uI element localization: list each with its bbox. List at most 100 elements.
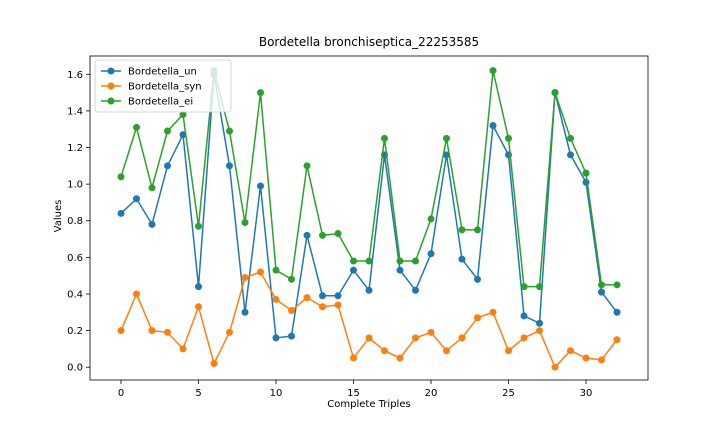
data-point xyxy=(396,257,404,265)
data-point xyxy=(226,328,233,336)
data-point xyxy=(133,290,140,298)
data-point xyxy=(288,332,295,340)
data-point xyxy=(598,281,605,289)
data-point xyxy=(505,134,512,142)
data-point xyxy=(443,134,450,142)
series-Bordetella_ei xyxy=(117,67,621,291)
data-point xyxy=(288,306,295,314)
data-point xyxy=(272,334,280,342)
data-point xyxy=(117,209,125,217)
data-point xyxy=(582,169,590,177)
data-point xyxy=(272,295,280,303)
data-point xyxy=(148,184,156,192)
data-point xyxy=(350,354,357,362)
data-point xyxy=(257,268,264,276)
x-tick-label: 5 xyxy=(195,388,201,399)
legend: Bordetella_un Bordetella_syn Bordetella_ei xyxy=(94,59,232,113)
data-point xyxy=(381,134,388,142)
data-point xyxy=(427,250,435,258)
data-point xyxy=(598,356,605,364)
data-point xyxy=(241,308,249,316)
series-layer xyxy=(117,67,621,371)
legend-box xyxy=(94,59,232,113)
data-point xyxy=(613,281,621,289)
x-tick-label: 0 xyxy=(118,388,124,399)
data-point xyxy=(489,67,497,75)
data-point xyxy=(319,231,326,239)
data-point xyxy=(489,308,497,316)
data-point xyxy=(334,230,342,238)
data-point xyxy=(272,266,280,274)
data-point xyxy=(536,283,543,291)
data-point xyxy=(117,173,125,181)
data-point xyxy=(334,292,342,300)
data-point xyxy=(117,327,125,335)
data-point xyxy=(396,354,404,362)
data-point xyxy=(505,347,512,355)
data-point xyxy=(520,334,528,342)
y-tick-label: 1.6 xyxy=(67,70,83,81)
data-point xyxy=(257,182,264,190)
data-point xyxy=(350,257,357,265)
data-point xyxy=(303,294,311,302)
data-point xyxy=(613,308,621,316)
data-point xyxy=(164,127,171,135)
legend-label: Bordetella_ei xyxy=(128,97,193,108)
data-point xyxy=(458,226,466,234)
data-point xyxy=(365,257,373,265)
data-point xyxy=(288,275,295,283)
chart-title: Bordetella bronchiseptica_22253585 xyxy=(259,35,479,49)
data-point xyxy=(474,226,481,234)
data-point xyxy=(567,151,574,159)
y-tick-label: 0.4 xyxy=(67,289,83,300)
data-point xyxy=(365,334,373,342)
plot-frame xyxy=(89,55,649,381)
x-tick-label: 10 xyxy=(270,388,283,399)
data-point xyxy=(536,327,543,335)
y-tick-label: 0.6 xyxy=(67,253,83,264)
data-point xyxy=(226,127,233,135)
data-point xyxy=(365,286,373,294)
data-point xyxy=(536,319,543,327)
data-point xyxy=(458,334,466,342)
plot-area xyxy=(89,55,649,381)
data-point xyxy=(319,303,326,311)
data-point xyxy=(582,354,590,362)
legend-item: Bordetella_ei xyxy=(101,97,193,108)
data-point xyxy=(195,283,202,291)
data-point xyxy=(427,328,435,336)
x-tick-label: 15 xyxy=(347,388,360,399)
data-point xyxy=(474,275,481,283)
x-tick-label: 25 xyxy=(502,388,515,399)
legend-swatch-marker xyxy=(107,67,115,75)
series-Bordetella_syn xyxy=(117,268,621,371)
data-point xyxy=(148,327,156,335)
y-axis-label: Values xyxy=(53,200,64,233)
data-point xyxy=(133,195,140,203)
data-point xyxy=(350,266,357,274)
x-axis: 0 5 10 15 20 25 30 xyxy=(118,380,592,399)
data-point xyxy=(303,162,311,170)
data-point xyxy=(226,162,233,170)
data-point xyxy=(148,220,156,228)
data-point xyxy=(179,111,187,119)
data-point xyxy=(412,257,419,265)
y-tick-label: 0.0 xyxy=(67,363,83,374)
data-point xyxy=(613,336,621,344)
data-point xyxy=(164,162,171,170)
data-point xyxy=(303,231,311,239)
x-tick-label: 20 xyxy=(425,388,438,399)
x-axis-label: Complete Triples xyxy=(327,399,410,410)
data-point xyxy=(210,360,218,368)
data-point xyxy=(334,301,342,309)
data-point xyxy=(133,123,140,131)
data-point xyxy=(567,134,574,142)
legend-item: Bordetella_syn xyxy=(101,82,202,93)
data-point xyxy=(520,312,528,320)
data-point xyxy=(551,89,559,97)
legend-item: Bordetella_un xyxy=(101,67,197,78)
y-tick-label: 1.0 xyxy=(67,180,83,191)
data-point xyxy=(179,131,187,139)
legend-label: Bordetella_un xyxy=(128,67,197,78)
y-tick-label: 1.2 xyxy=(67,143,83,154)
